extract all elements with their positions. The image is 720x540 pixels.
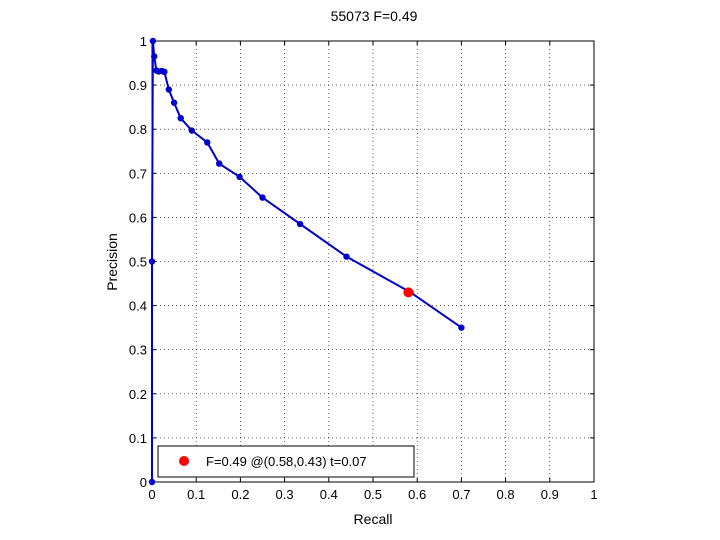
y-tick-label: 0.2 bbox=[129, 387, 147, 402]
axis-ticks: 0 0.1 0.2 0.3 0.4 0.5 0.6 0.7 0.8 0.9 1 0 0.1 0.2 0.3 0… bbox=[129, 34, 598, 502]
x-tick-label: 0.3 bbox=[276, 487, 294, 502]
legend-box bbox=[157, 445, 415, 478]
x-tick-label: 0.8 bbox=[497, 487, 515, 502]
data-point bbox=[296, 220, 304, 228]
legend-marker bbox=[179, 456, 189, 466]
data-point bbox=[458, 324, 465, 331]
x-tick-label: 0.4 bbox=[320, 487, 338, 502]
data-point bbox=[161, 68, 168, 76]
y-tick-label: 0.3 bbox=[129, 343, 147, 358]
y-tick-label: 1 bbox=[140, 34, 147, 49]
legend-label: F=0.49 @(0.58,0.43) t=0.07 bbox=[206, 454, 367, 469]
data-point bbox=[148, 478, 156, 486]
y-tick-label: 0 bbox=[140, 475, 147, 490]
y-axis-label: Precision bbox=[104, 233, 120, 291]
x-axis-label: Recall bbox=[354, 511, 393, 527]
y-tick-label: 0.5 bbox=[129, 255, 147, 270]
y-tick-label: 0.4 bbox=[129, 299, 147, 314]
data-point bbox=[151, 53, 158, 60]
data-point bbox=[215, 160, 223, 167]
y-tick-label: 0.1 bbox=[129, 431, 147, 446]
y-tick-label: 0.6 bbox=[129, 210, 147, 225]
series-line bbox=[151, 40, 462, 482]
y-tick-label: 0.7 bbox=[129, 166, 147, 181]
x-tick-label: 0.1 bbox=[187, 487, 205, 502]
x-tick-label: 0.2 bbox=[231, 487, 249, 502]
series-layer bbox=[148, 37, 465, 486]
x-tick-label: 0 bbox=[148, 487, 155, 502]
best-f-marker bbox=[403, 287, 414, 298]
x-tick-label: 0.7 bbox=[452, 487, 470, 502]
data-point bbox=[148, 258, 156, 265]
x-tick-label: 0.5 bbox=[364, 487, 382, 502]
data-point bbox=[259, 194, 266, 201]
data-point bbox=[236, 173, 243, 181]
data-point bbox=[204, 139, 211, 146]
data-point bbox=[149, 37, 157, 45]
y-tick-label: 0.9 bbox=[129, 78, 147, 93]
grid-lines bbox=[152, 41, 594, 482]
x-tick-label: 1 bbox=[590, 487, 597, 502]
y-tick-label: 0.8 bbox=[129, 122, 147, 137]
data-point bbox=[165, 86, 172, 93]
x-tick-label: 0.6 bbox=[408, 487, 426, 502]
chart-title: 55073 F=0.49 bbox=[331, 8, 418, 24]
data-point bbox=[177, 114, 184, 122]
legend: F=0.49 @(0.58,0.43) t=0.07 bbox=[157, 445, 415, 478]
data-point bbox=[343, 253, 350, 260]
data-point bbox=[170, 99, 178, 106]
data-point bbox=[188, 127, 195, 134]
x-tick-label: 0.9 bbox=[541, 487, 559, 502]
